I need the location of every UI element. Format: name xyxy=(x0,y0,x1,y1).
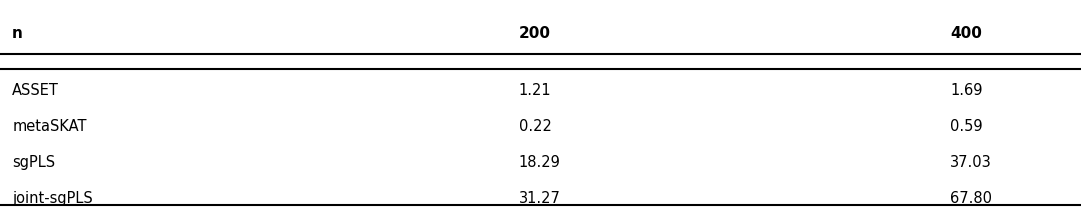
Text: 37.03: 37.03 xyxy=(950,155,992,170)
Text: 0.59: 0.59 xyxy=(950,119,983,134)
Text: 31.27: 31.27 xyxy=(519,191,561,206)
Text: joint-sgPLS: joint-sgPLS xyxy=(12,191,93,206)
Text: metaSKAT: metaSKAT xyxy=(12,119,86,134)
Text: n: n xyxy=(12,26,23,41)
Text: sgPLS: sgPLS xyxy=(12,155,55,170)
Text: 400: 400 xyxy=(950,26,983,41)
Text: 200: 200 xyxy=(519,26,551,41)
Text: 1.21: 1.21 xyxy=(519,83,551,98)
Text: 1.69: 1.69 xyxy=(950,83,983,98)
Text: ASSET: ASSET xyxy=(12,83,59,98)
Text: 0.22: 0.22 xyxy=(519,119,551,134)
Text: 67.80: 67.80 xyxy=(950,191,992,206)
Text: 18.29: 18.29 xyxy=(519,155,561,170)
